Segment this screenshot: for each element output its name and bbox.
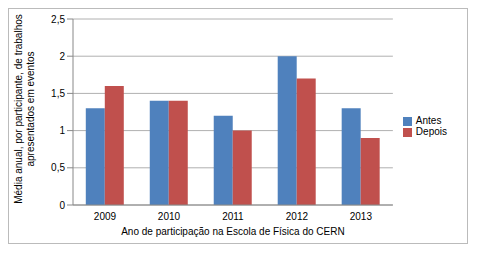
html-text:Depois: Depois: [415, 126, 447, 137]
html-text:Média anual, por participante,: Média anual, por participante, de trabal…: [13, 14, 36, 204]
svg-text:1,5: 1,5: [51, 88, 65, 99]
svg-text:2013: 2013: [350, 211, 373, 222]
svg-text:0,5: 0,5: [51, 162, 65, 173]
svg-text:2: 2: [59, 51, 65, 62]
svg-text:2,5: 2,5: [51, 14, 65, 25]
svg-text:Ano de participação na Escola: Ano de participação na Escola de Física …: [121, 226, 344, 237]
svg-text:0: 0: [59, 200, 65, 211]
html-text:Antes: Antes: [415, 115, 442, 126]
svg-text:2009: 2009: [94, 211, 117, 222]
svg-text:1: 1: [59, 125, 65, 136]
svg-text:2010: 2010: [158, 211, 181, 222]
svg-text:2012: 2012: [286, 211, 309, 222]
svg-text:2011: 2011: [222, 211, 244, 222]
